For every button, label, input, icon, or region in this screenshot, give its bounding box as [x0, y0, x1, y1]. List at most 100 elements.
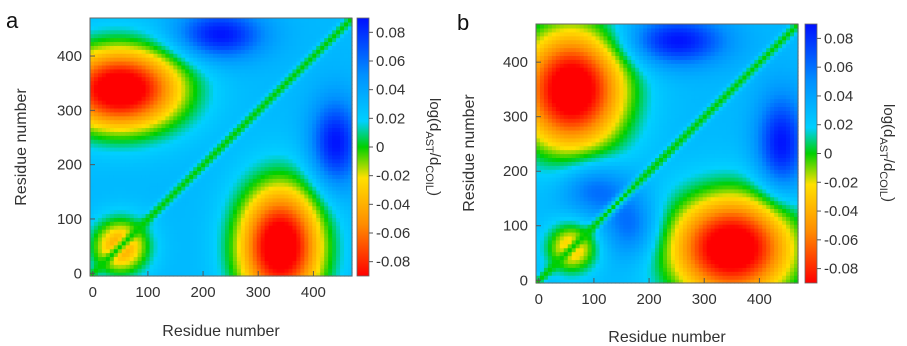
heatmap-cell — [209, 61, 214, 66]
heatmap-cell — [90, 104, 95, 109]
heatmap-cell — [280, 37, 286, 43]
heatmap-cell — [547, 75, 553, 80]
heatmap-cell — [344, 45, 349, 50]
heatmap-cell — [169, 25, 174, 31]
heatmap-cell — [543, 208, 549, 213]
heatmap-cell — [153, 154, 159, 160]
heatmap-cell — [348, 84, 353, 89]
heatmap-cell — [264, 221, 270, 226]
heatmap-cell — [181, 256, 186, 261]
heatmap-cell — [125, 217, 131, 222]
heatmap-cell — [252, 111, 258, 117]
heatmap-cell — [260, 49, 266, 54]
heatmap-cell — [165, 41, 170, 46]
heatmap-cell — [276, 225, 282, 230]
heatmap-cell — [129, 264, 135, 269]
heatmap-cell — [284, 107, 290, 113]
heatmap-cell — [93, 225, 99, 230]
heatmap-cell — [555, 47, 561, 53]
heatmap-cell — [256, 115, 262, 121]
heatmap-cell — [173, 21, 178, 27]
heatmap-cell — [276, 209, 282, 215]
heatmap-cell — [260, 104, 266, 109]
heatmap-cell — [559, 173, 565, 178]
colorbar-tick-label: 0.06 — [376, 53, 405, 70]
heatmap-cell — [551, 51, 557, 56]
heatmap-cell — [551, 255, 557, 261]
heatmap-cell — [272, 193, 278, 199]
heatmap-cell — [232, 236, 238, 242]
heatmap-cell — [201, 229, 206, 234]
heatmap-cell — [304, 57, 309, 62]
heatmap-cell — [169, 53, 174, 58]
heatmap-cell — [547, 180, 553, 186]
heatmap-cell — [348, 37, 353, 43]
heatmap-cell — [555, 169, 561, 174]
heatmap-cell — [232, 84, 238, 89]
heatmap-cell — [105, 174, 111, 179]
heatmap-cell — [141, 61, 147, 66]
heatmap-cell — [344, 256, 349, 261]
heatmap-cell — [201, 201, 206, 207]
heatmap-cell — [539, 47, 545, 53]
heatmap-cell — [252, 96, 258, 101]
heatmap-cell — [312, 193, 317, 199]
heatmap-cell — [304, 33, 309, 39]
heatmap-cell — [169, 229, 174, 234]
heatmap-cell — [296, 119, 301, 125]
heatmap-cell — [109, 45, 115, 50]
heatmap-cell — [157, 170, 163, 175]
heatmap-cell — [169, 174, 174, 179]
heatmap-cell — [165, 252, 170, 258]
heatmap-cell — [268, 221, 274, 226]
heatmap-cell — [316, 158, 321, 164]
heatmap-cell — [181, 131, 186, 136]
heatmap-cell — [137, 154, 143, 160]
heatmap-cell — [340, 92, 345, 97]
heatmap-cell — [288, 92, 294, 97]
heatmap-cell — [348, 229, 353, 234]
heatmap-cell — [264, 92, 270, 97]
heatmap-cell — [300, 236, 305, 242]
heatmap-cell — [248, 158, 254, 164]
heatmap-cell — [173, 221, 178, 226]
heatmap-cell — [121, 68, 127, 74]
heatmap-cell — [197, 268, 202, 273]
heatmap-cell — [312, 18, 317, 23]
heatmap-cell — [288, 240, 294, 246]
heatmap-cell — [559, 204, 565, 210]
heatmap-cell — [117, 111, 123, 117]
heatmap-cell — [260, 186, 266, 191]
heatmap-cell — [129, 178, 135, 183]
heatmap-cell — [109, 217, 115, 222]
heatmap-cell — [292, 139, 298, 144]
heatmap-cell — [177, 72, 182, 78]
heatmap-cell — [173, 25, 178, 31]
x-tick-label: 200 — [191, 284, 216, 301]
heatmap-cell — [105, 33, 111, 39]
heatmap-cell — [93, 111, 99, 117]
heatmap-cell — [209, 221, 214, 226]
heatmap-cell — [320, 158, 325, 164]
heatmap-cell — [101, 147, 107, 152]
heatmap-cell — [344, 53, 349, 58]
heatmap-cell — [551, 271, 557, 276]
heatmap-cell — [189, 135, 194, 140]
heatmap-cell — [137, 217, 143, 222]
heatmap-cell — [197, 37, 202, 43]
heatmap-cell — [236, 150, 242, 156]
heatmap-cell — [173, 41, 178, 46]
heatmap-cell — [236, 18, 242, 23]
heatmap-cell — [276, 100, 282, 105]
heatmap-cell — [292, 154, 298, 160]
heatmap-cell — [221, 127, 226, 132]
heatmap-cell — [201, 213, 206, 218]
heatmap-cell — [161, 158, 167, 164]
heatmap-cell — [213, 119, 218, 125]
heatmap-cell — [141, 143, 147, 148]
heatmap-cell — [137, 104, 143, 109]
heatmap-cell — [153, 147, 159, 152]
heatmap-cell — [205, 61, 210, 66]
heatmap-cell — [205, 143, 210, 148]
heatmap-cell — [145, 61, 151, 66]
